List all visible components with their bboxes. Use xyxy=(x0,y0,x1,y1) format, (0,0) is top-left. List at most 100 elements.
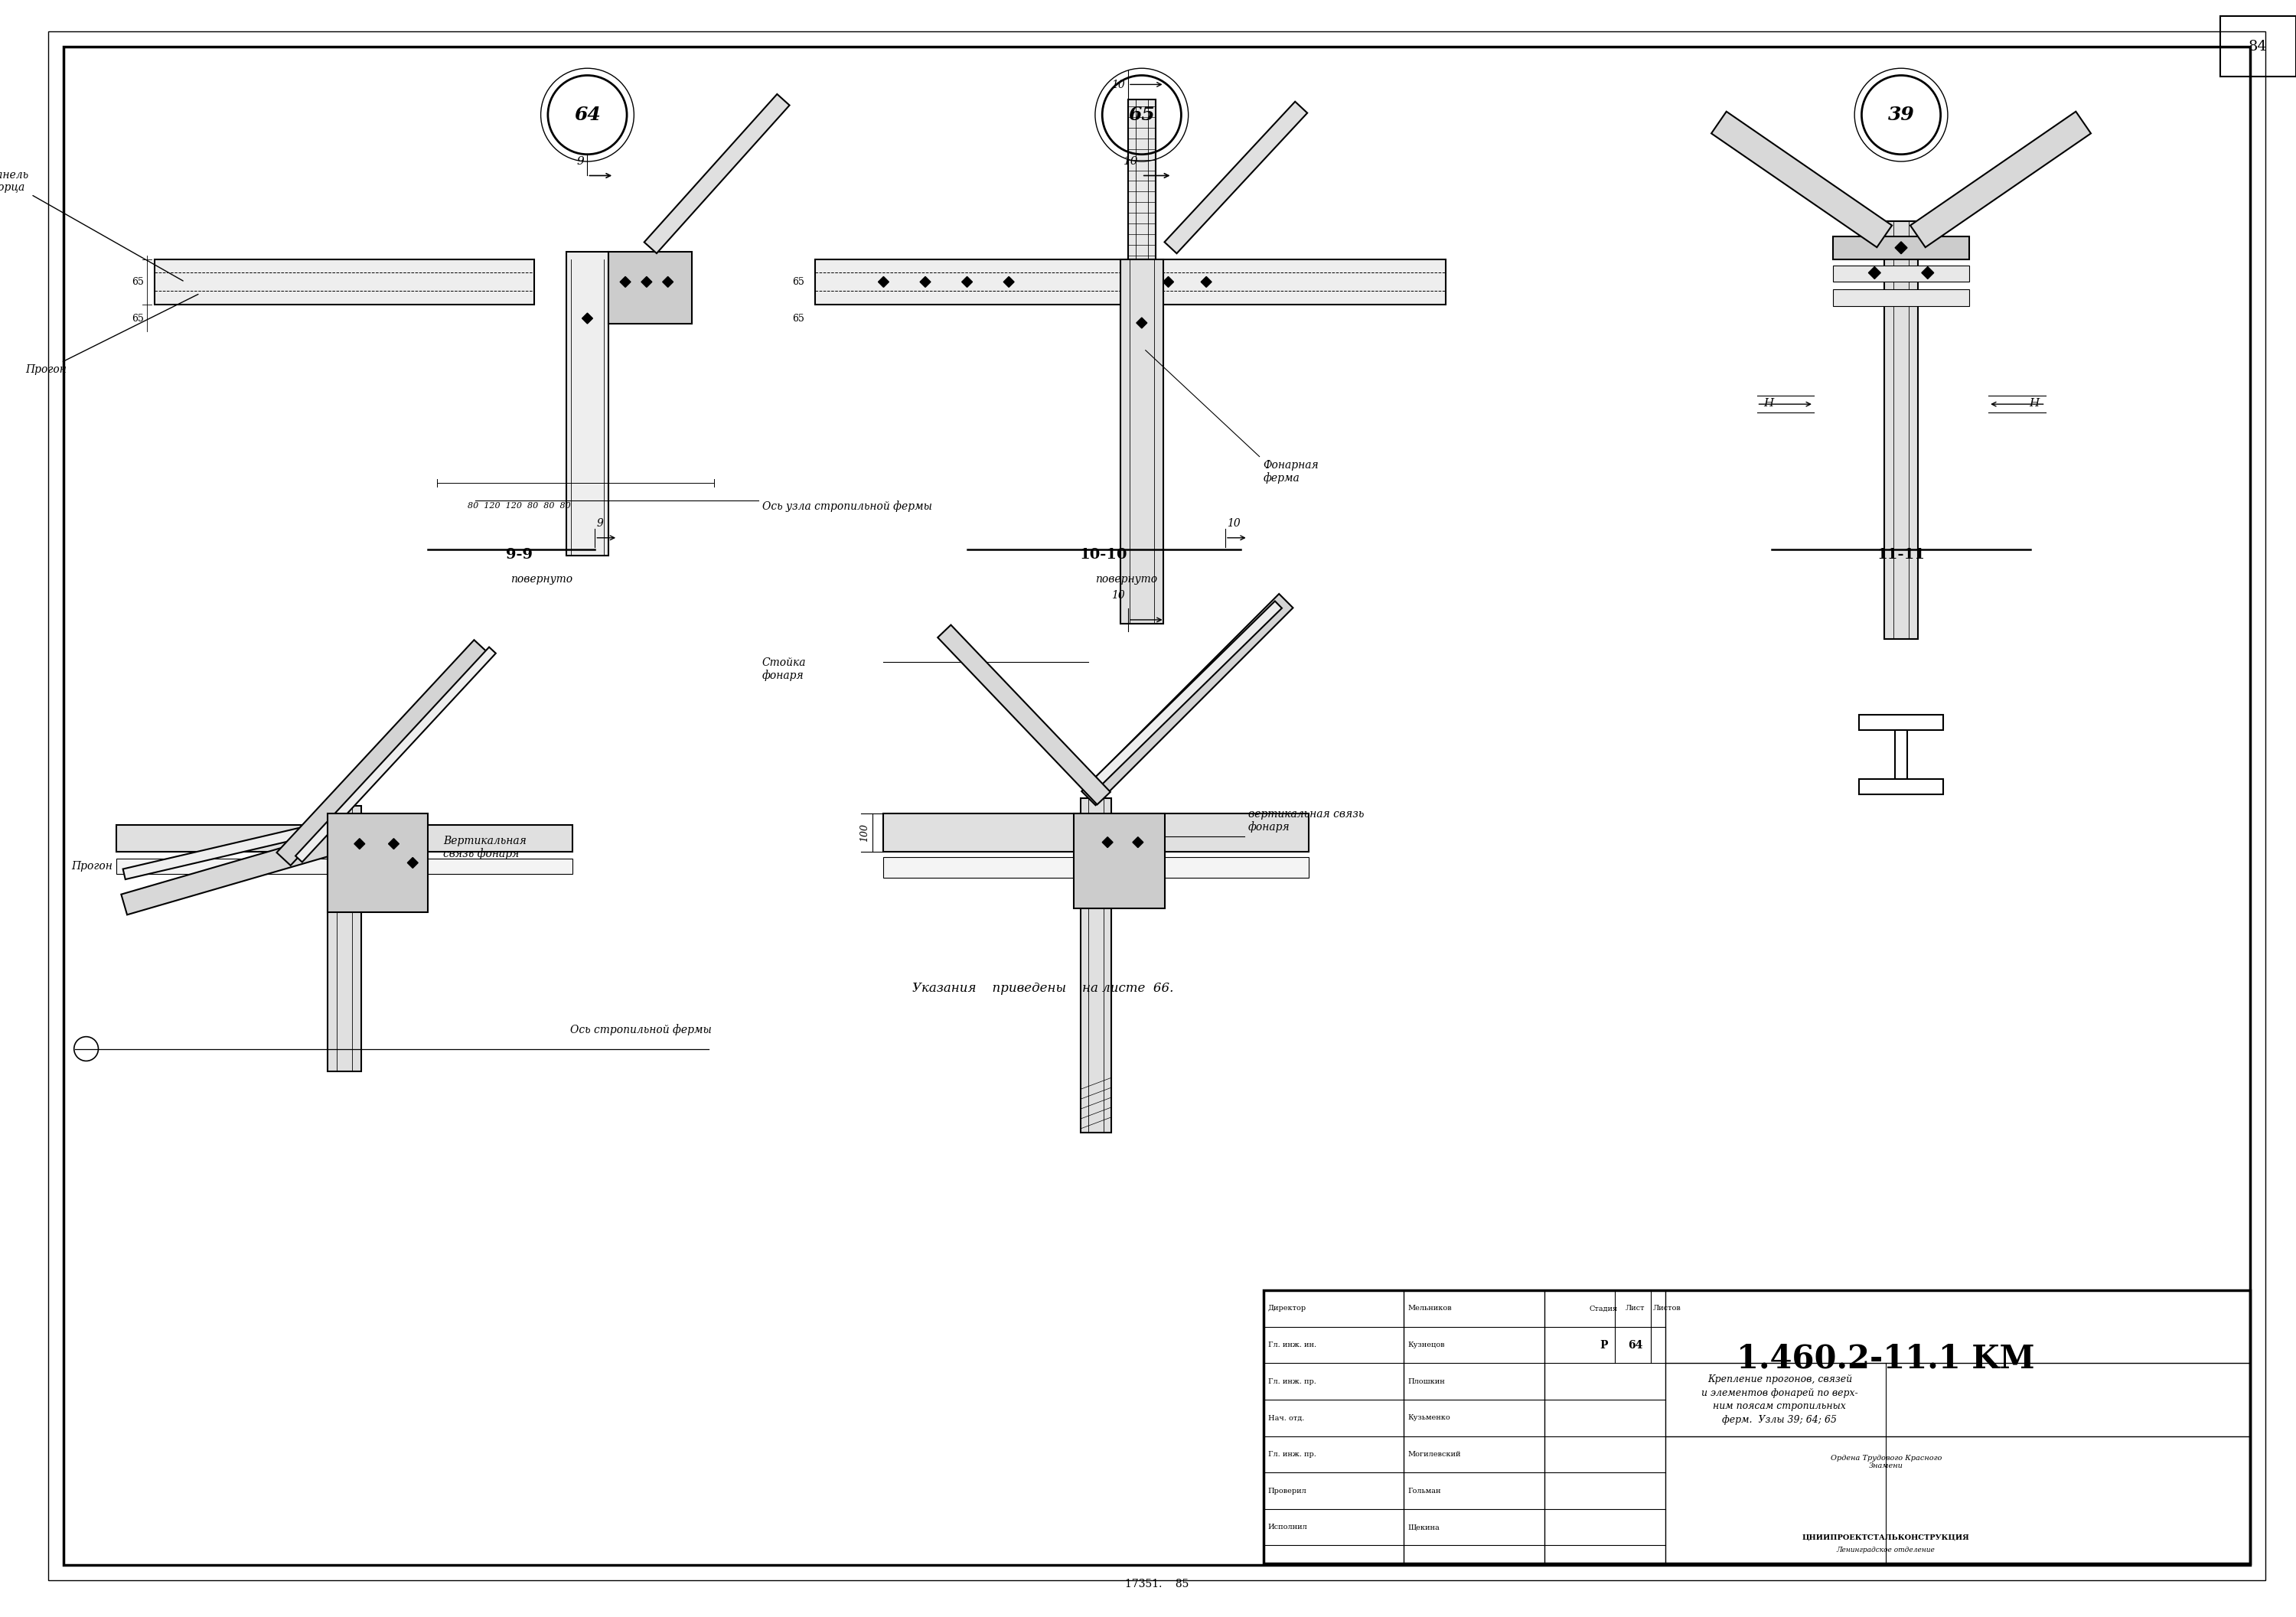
Bar xyxy=(1832,265,1970,281)
Bar xyxy=(117,859,572,875)
Polygon shape xyxy=(583,314,592,323)
Text: Плошкин: Плошкин xyxy=(1407,1378,1444,1384)
Text: Крепление прогонов, связей: Крепление прогонов, связей xyxy=(1708,1374,1853,1384)
Polygon shape xyxy=(1086,602,1281,794)
Polygon shape xyxy=(620,277,631,288)
Polygon shape xyxy=(1132,838,1143,847)
Bar xyxy=(1860,715,1942,729)
Bar xyxy=(815,259,1446,304)
Bar xyxy=(2220,16,2296,78)
Polygon shape xyxy=(962,277,974,288)
Text: Прогон: Прогон xyxy=(25,294,197,375)
Text: Щекина: Щекина xyxy=(1407,1523,1440,1531)
Text: Гольман: Гольман xyxy=(1407,1488,1442,1494)
Text: Гл. инж. ин.: Гл. инж. ин. xyxy=(1267,1342,1316,1349)
Polygon shape xyxy=(1922,267,1933,278)
Text: 84: 84 xyxy=(2248,40,2268,53)
Polygon shape xyxy=(1003,277,1015,288)
Text: 100: 100 xyxy=(861,823,870,841)
Bar xyxy=(1832,289,1970,306)
Text: вертикальная связь
фонаря: вертикальная связь фонаря xyxy=(1249,808,1364,833)
Text: Р: Р xyxy=(1600,1339,1607,1350)
Polygon shape xyxy=(388,839,400,849)
Polygon shape xyxy=(1164,277,1173,288)
Text: H: H xyxy=(1763,398,1773,409)
Text: Прогон: Прогон xyxy=(71,862,113,872)
Bar xyxy=(328,805,360,1072)
Polygon shape xyxy=(1081,593,1293,805)
Text: 9: 9 xyxy=(576,155,585,167)
Text: 10: 10 xyxy=(1111,590,1125,602)
Polygon shape xyxy=(124,817,354,880)
Polygon shape xyxy=(1869,267,1880,278)
Bar xyxy=(1860,779,1942,794)
Polygon shape xyxy=(937,624,1111,805)
Bar xyxy=(1885,222,1917,639)
Text: Нач. отд.: Нач. отд. xyxy=(1267,1415,1304,1421)
Text: 1.460.2-11.1 KM: 1.460.2-11.1 KM xyxy=(1736,1342,2034,1374)
Bar xyxy=(567,252,608,555)
Polygon shape xyxy=(406,857,418,868)
Text: 10: 10 xyxy=(1226,517,1240,529)
Text: 65: 65 xyxy=(131,277,145,286)
Polygon shape xyxy=(608,252,691,323)
Text: Могилевский: Могилевский xyxy=(1407,1450,1460,1459)
Text: Ордена Трудового Красного
Знамени: Ордена Трудового Красного Знамени xyxy=(1830,1454,1942,1470)
Bar xyxy=(884,813,1309,852)
Text: 64: 64 xyxy=(1628,1339,1642,1350)
Bar xyxy=(1127,100,1155,259)
Text: Проверил: Проверил xyxy=(1267,1488,1306,1494)
Text: Ось стропильной фермы: Ось стропильной фермы xyxy=(569,1024,712,1035)
Text: 10: 10 xyxy=(1123,155,1139,167)
Text: Стойка
фонаря: Стойка фонаря xyxy=(762,657,806,681)
Polygon shape xyxy=(921,277,930,288)
Text: Гл. инж. пр.: Гл. инж. пр. xyxy=(1267,1450,1316,1459)
Bar xyxy=(1832,236,1970,259)
Bar xyxy=(1263,1290,2250,1564)
Text: Листов: Листов xyxy=(1653,1305,1681,1311)
Polygon shape xyxy=(354,839,365,849)
Bar xyxy=(1120,259,1164,624)
Polygon shape xyxy=(1075,813,1164,909)
Bar xyxy=(117,825,572,852)
Text: Фонарная
ферма: Фонарная ферма xyxy=(1263,459,1318,483)
Text: 65: 65 xyxy=(1127,105,1155,125)
Text: 39: 39 xyxy=(1887,105,1915,125)
Text: Исполнил: Исполнил xyxy=(1267,1523,1306,1531)
Text: и элементов фонарей по верх-: и элементов фонарей по верх- xyxy=(1701,1387,1857,1397)
Text: Указания    приведены    на листе  66.: Указания приведены на листе 66. xyxy=(912,982,1173,994)
Text: 9: 9 xyxy=(597,517,604,529)
Text: 10-10: 10-10 xyxy=(1079,548,1127,561)
Text: 65: 65 xyxy=(792,314,804,323)
Text: повернуто: повернуто xyxy=(1095,574,1157,585)
Polygon shape xyxy=(1910,112,2092,247)
Polygon shape xyxy=(1711,112,1892,247)
Text: повернуто: повернуто xyxy=(510,574,574,585)
Text: Панель
торца: Панель торца xyxy=(0,170,184,281)
Text: 80  120  120  80  80  80: 80 120 120 80 80 80 xyxy=(468,503,572,509)
Text: Стадия: Стадия xyxy=(1589,1305,1619,1311)
Text: 64: 64 xyxy=(574,105,602,125)
Text: Вертикальная
связь фонаря: Вертикальная связь фонаря xyxy=(443,836,526,860)
Text: ним поясам стропильных: ним поясам стропильных xyxy=(1713,1402,1846,1412)
Text: Кузнецов: Кузнецов xyxy=(1407,1342,1444,1349)
Text: Кузьменко: Кузьменко xyxy=(1407,1415,1451,1421)
Text: 65: 65 xyxy=(792,277,804,286)
Text: ЦНИИПРОЕКТСТАЛЬКОНСТРУКЦИЯ: ЦНИИПРОЕКТСТАЛЬКОНСТРУКЦИЯ xyxy=(1802,1533,1970,1541)
Polygon shape xyxy=(1201,277,1212,288)
Bar xyxy=(154,259,535,304)
Polygon shape xyxy=(122,826,363,915)
Polygon shape xyxy=(296,647,496,862)
Bar xyxy=(1894,729,1908,779)
Polygon shape xyxy=(276,640,489,865)
Text: 10: 10 xyxy=(1111,79,1125,91)
Text: 9-9: 9-9 xyxy=(505,548,533,561)
Text: ферм.  Узлы 39; 64; 65: ферм. Узлы 39; 64; 65 xyxy=(1722,1415,1837,1425)
Text: Директор: Директор xyxy=(1267,1305,1306,1311)
Text: Ленинградское отделение: Ленинградское отделение xyxy=(1837,1546,1936,1554)
Polygon shape xyxy=(1137,317,1148,328)
Polygon shape xyxy=(645,94,790,254)
Text: Лист: Лист xyxy=(1626,1305,1646,1311)
Text: 17351.    85: 17351. 85 xyxy=(1125,1578,1189,1590)
Polygon shape xyxy=(879,277,889,288)
